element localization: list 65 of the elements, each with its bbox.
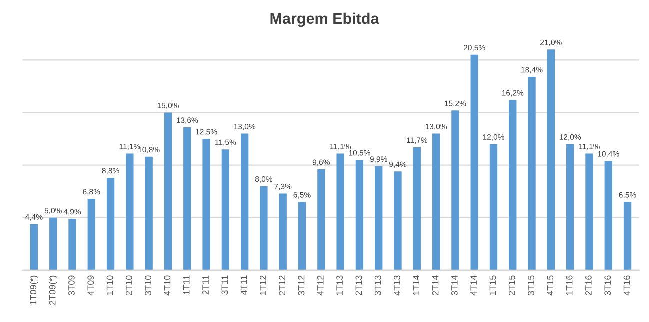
x-tick-label: 3T11 [222,276,228,295]
bar [413,147,421,270]
bar [260,186,268,270]
x-tick-label: 4T10 [164,276,171,296]
x-tick-label: 4T09 [88,276,94,296]
x-tick-label: 2T15 [508,276,516,296]
bar [547,50,556,270]
bar [566,144,574,270]
x-tick-label: 3T12 [298,276,305,296]
x-tick-label: 1T15 [490,276,496,296]
bar [68,218,76,270]
bar [145,156,153,270]
x-tick-label: 2T14 [432,276,439,296]
bar [604,161,612,270]
bar [490,144,498,270]
bar [470,54,478,270]
chart-title: Margem Ebitda [270,12,380,28]
x-tick-label: 2T13 [356,276,362,296]
x-tick-label: 4T14 [470,276,477,296]
bar [318,170,326,270]
bar [222,150,230,270]
x-tick-label: 3T09 [68,276,75,296]
bar [528,77,536,270]
x-tick-label: 1T16 [566,276,573,296]
x-tick-label: 1T13 [336,276,343,296]
x-tick-label: 3T13 [374,276,382,296]
bar [240,134,249,270]
bar [452,110,460,270]
x-tick-label: 4T15 [547,276,554,296]
bar [30,224,38,270]
x-tick-label: 1T09(*) [30,276,38,305]
bar [356,160,364,270]
x-tick-label: 1T10 [106,276,114,296]
x-tick-label: 4T12 [317,276,324,296]
x-tick-label: 2T09(*) [49,276,58,305]
x-tick-label: 2T10 [126,276,132,296]
bar [202,139,210,270]
x-tick-label: 2T11 [202,276,209,295]
x-tick-label: 4T16 [624,276,630,296]
x-tick-label: 3T15 [528,276,534,296]
x-tick-label: 2T12 [279,276,286,296]
x-tick-label: 1T14 [413,276,420,296]
bar [586,154,594,270]
bar [336,154,344,270]
bar [624,202,632,270]
bar [106,178,115,270]
x-tick-label: 2T16 [586,276,592,296]
bar [164,112,172,270]
x-tick-label: 1T12 [260,276,266,296]
bar [298,202,306,270]
x-tick-label: 4T13 [394,276,400,296]
bar [279,194,287,270]
bar [394,172,402,270]
x-tick-label: 3T16 [604,276,612,296]
bar [88,198,96,270]
bar [375,166,383,270]
bar [126,154,134,270]
bar [50,218,58,270]
x-tick-label: 1T11 [184,276,190,295]
x-tick-label: 3T10 [145,276,152,296]
x-tick-label: 3T14 [451,276,458,296]
x-tick-label: 4T11 [240,276,248,296]
bar [184,127,192,270]
bar [509,100,517,270]
bar [432,134,440,270]
